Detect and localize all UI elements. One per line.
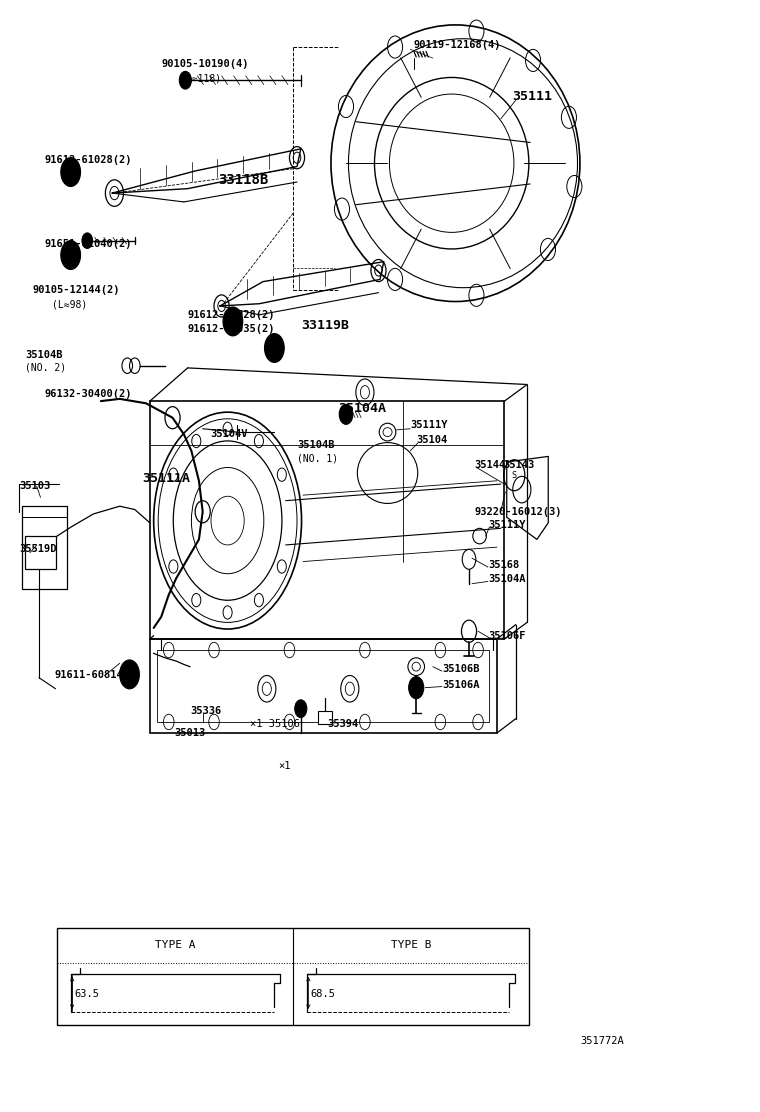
Text: 35111A: 35111A xyxy=(142,473,190,485)
Bar xyxy=(150,639,497,733)
Text: 35013: 35013 xyxy=(175,728,206,738)
Text: 33118B: 33118B xyxy=(218,172,268,187)
Text: B: B xyxy=(230,317,236,326)
Text: 35106B: 35106B xyxy=(442,664,480,674)
Text: 35104B: 35104B xyxy=(25,349,63,359)
Text: (L≈118): (L≈118) xyxy=(180,73,221,83)
Text: TYPE A: TYPE A xyxy=(155,941,195,951)
Text: B: B xyxy=(127,669,132,679)
Text: 35104A: 35104A xyxy=(488,574,525,584)
Text: 35111Y: 35111Y xyxy=(488,520,525,530)
Text: S: S xyxy=(511,470,517,479)
Text: 35104: 35104 xyxy=(416,435,448,445)
Text: 33119B: 33119B xyxy=(301,319,349,332)
Text: (NO. 2): (NO. 2) xyxy=(25,363,67,373)
Circle shape xyxy=(264,334,284,363)
Text: 35103: 35103 xyxy=(19,481,51,492)
Circle shape xyxy=(223,307,242,336)
Circle shape xyxy=(179,71,192,89)
Bar xyxy=(57,927,529,1025)
Text: B: B xyxy=(68,168,73,177)
Text: 35106A: 35106A xyxy=(442,681,480,691)
Text: 91611-60814: 91611-60814 xyxy=(54,671,123,681)
Text: B: B xyxy=(68,250,73,259)
Text: 91651-61040(2): 91651-61040(2) xyxy=(44,239,131,249)
Text: 91612-61028(2): 91612-61028(2) xyxy=(188,310,275,320)
Text: 35104A: 35104A xyxy=(338,403,387,416)
Text: 35519D: 35519D xyxy=(19,545,57,555)
Text: 35168: 35168 xyxy=(488,559,519,569)
Text: 35106F: 35106F xyxy=(488,631,525,641)
Bar xyxy=(157,651,489,722)
Text: 96132-30400(2): 96132-30400(2) xyxy=(44,389,131,399)
Circle shape xyxy=(409,676,424,698)
Circle shape xyxy=(82,232,93,248)
Text: 35144: 35144 xyxy=(474,460,505,470)
Text: (L≈98): (L≈98) xyxy=(52,300,87,310)
Text: 35143: 35143 xyxy=(503,460,534,470)
Text: 91612-61028(2): 91612-61028(2) xyxy=(44,155,131,165)
Text: 90119-12168(4): 90119-12168(4) xyxy=(414,40,502,50)
Circle shape xyxy=(61,158,81,187)
Text: 35111Y: 35111Y xyxy=(410,420,448,430)
Text: ×1: ×1 xyxy=(278,762,290,772)
Text: 93220-16012(3): 93220-16012(3) xyxy=(474,507,562,517)
Text: 68.5: 68.5 xyxy=(311,989,336,999)
Text: 35104B: 35104B xyxy=(297,440,334,450)
Text: 351772A: 351772A xyxy=(580,1035,624,1045)
Text: 35104V: 35104V xyxy=(211,429,248,439)
Bar xyxy=(25,536,55,569)
Text: ×1 35106: ×1 35106 xyxy=(250,719,300,729)
Text: 63.5: 63.5 xyxy=(74,989,100,999)
Text: TYPE B: TYPE B xyxy=(391,941,431,951)
Circle shape xyxy=(339,405,353,425)
Circle shape xyxy=(61,240,81,269)
Text: 90105-10190(4): 90105-10190(4) xyxy=(161,59,249,69)
Bar xyxy=(318,711,331,724)
Text: 35394: 35394 xyxy=(328,719,359,729)
Text: 35336: 35336 xyxy=(190,706,221,716)
Text: (NO. 1): (NO. 1) xyxy=(297,454,338,464)
Circle shape xyxy=(120,661,139,688)
Text: 90105-12144(2): 90105-12144(2) xyxy=(33,286,120,296)
Text: 91612-61035(2): 91612-61035(2) xyxy=(188,325,275,335)
Bar xyxy=(21,506,67,589)
Circle shape xyxy=(295,699,307,717)
Text: 35111: 35111 xyxy=(512,90,552,103)
Text: B: B xyxy=(272,344,277,353)
